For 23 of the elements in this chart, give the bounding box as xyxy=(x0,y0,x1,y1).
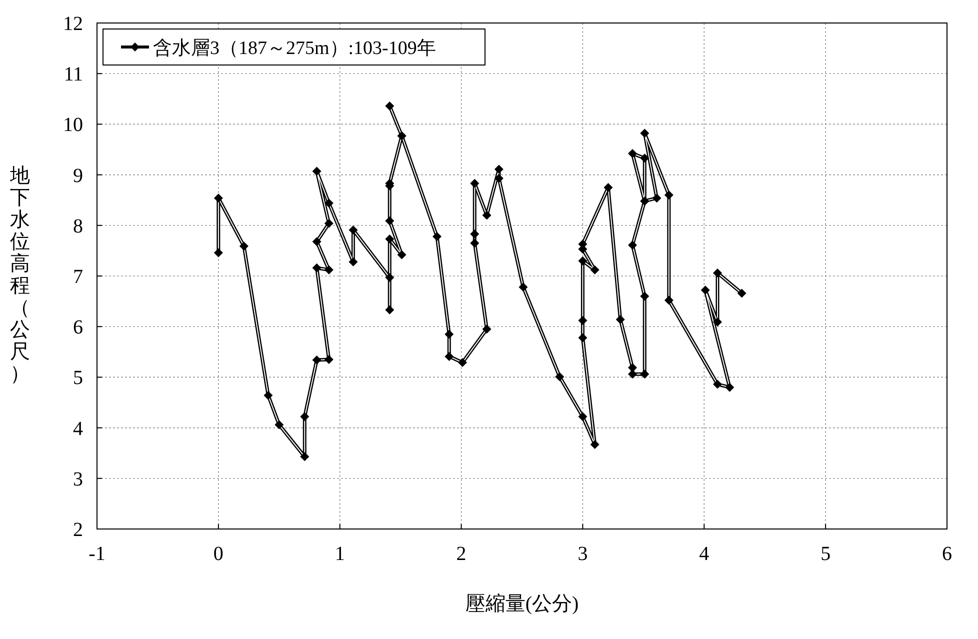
y-tick-label: 7 xyxy=(73,266,83,288)
legend: 含水層3（187～275m）:103-109年 xyxy=(102,28,486,66)
y-tick-label: 3 xyxy=(73,468,83,490)
text: 地下水位高程（公尺） xyxy=(10,165,30,385)
y-tick-label: 5 xyxy=(73,367,83,390)
y-tick-label: 4 xyxy=(73,418,83,440)
y-tick-label: 6 xyxy=(73,316,83,339)
x-tick-label: 0 xyxy=(213,543,224,565)
x-axis-title: 壓縮量(公分) xyxy=(465,593,579,615)
x-tick-label: 3 xyxy=(578,543,588,565)
x-tick-label: 6 xyxy=(942,543,952,565)
x-tick-label: -1 xyxy=(88,543,106,565)
y-tick-label: 10 xyxy=(63,114,83,136)
y-tick-label: 8 xyxy=(73,215,83,238)
y-tick-label: 12 xyxy=(63,13,83,35)
legend-label: 含水層3（187～275m）:103-109年 xyxy=(153,38,436,59)
y-tick-label: 11 xyxy=(64,64,83,86)
y-tick-label: 2 xyxy=(73,519,83,541)
x-tick-label: 1 xyxy=(334,543,345,565)
x-tick-label: 5 xyxy=(820,543,831,565)
y-tick-label: 9 xyxy=(73,164,83,187)
x-tick-label: 2 xyxy=(456,543,466,565)
x-tick-label: 4 xyxy=(699,543,710,565)
